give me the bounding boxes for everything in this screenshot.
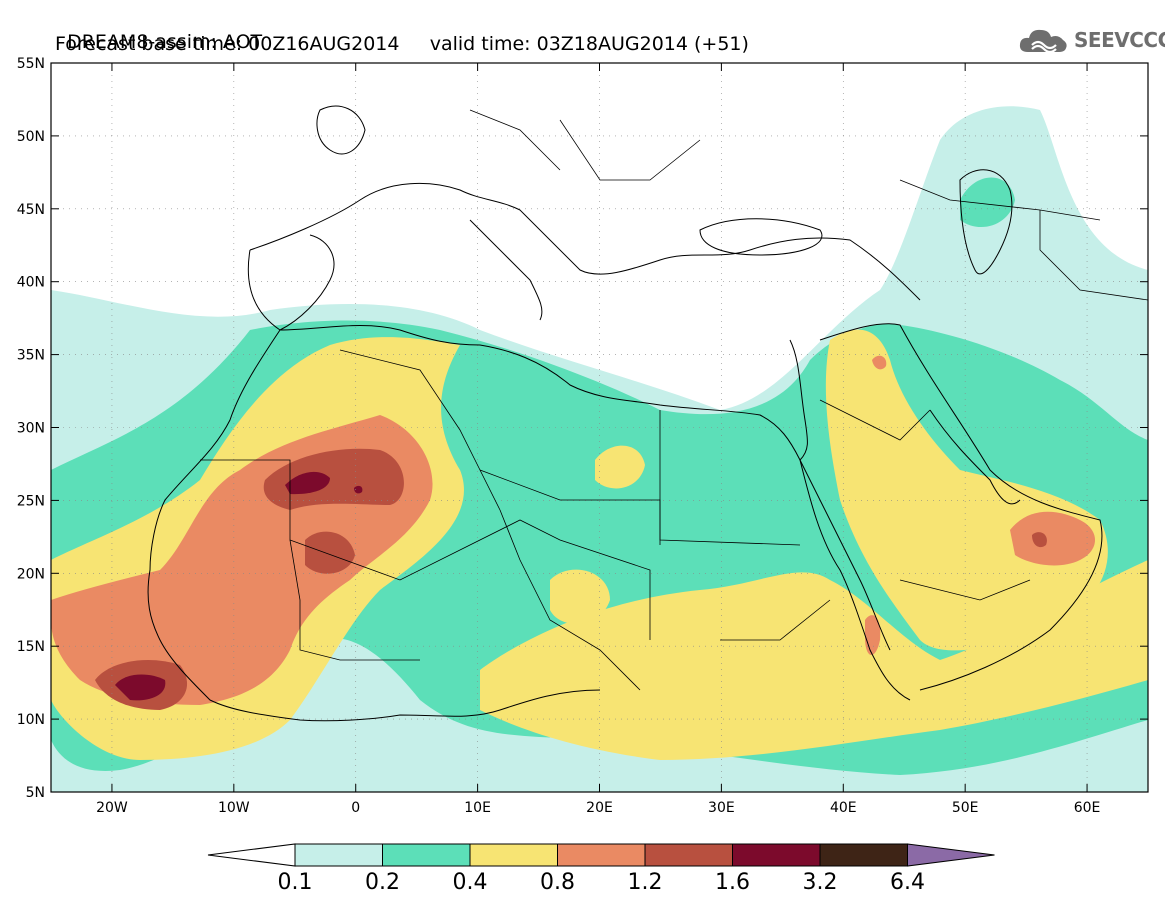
colorbar-high-arrow [907,843,995,867]
lat-tick-label: 20N [17,566,45,582]
lat-tick-label: 40N [17,275,45,291]
aot-contour-1.6-dot [354,485,363,494]
forecast-base-time: Forecast base time: 00Z16AUG2014 [55,33,400,55]
colorbar-level-label: 3.2 [803,870,838,895]
colorbar-swatch [469,843,558,867]
axis-ticks: 20W 10W 0 10E 20E 30E 40E 50E 60E 5N 10N 15N 20N 25N 3… [17,56,1148,816]
lon-tick-label: 30E [708,800,735,816]
lat-tick-label: 50N [17,129,45,145]
lat-tick-label: 25N [17,493,45,509]
coastline-west-africa [147,329,601,722]
colorbar-swatch [644,843,733,867]
coastline-italy [469,219,543,321]
aot-contour-1.2-mali [305,531,355,574]
lat-tick-label: 55N [17,56,45,72]
aot-contour-1.6-senegal [115,674,166,701]
lon-tick-label: 10E [464,800,491,816]
colorbar-level-label: 0.1 [278,870,313,895]
lon-tick-label: 0 [351,800,360,816]
aot-contour-0.8-iraq [872,355,887,370]
colorbar-swatch [557,843,646,867]
coastline-black-sea [699,218,823,256]
lon-tick-label: 50E [952,800,979,816]
country-borders [200,109,1148,691]
aot-contour-0.4-chad [550,569,610,624]
colorbar-low-arrow [207,843,296,867]
colorbar: 0.1 0.2 0.4 0.8 1.2 1.6 3.2 6.4 [207,843,995,895]
coastline-north-africa [279,325,911,701]
coastlines [147,105,1103,722]
aot-contour-0.4-libya [595,445,645,489]
seevccc-logo: SEEVCCC [1018,26,1165,54]
aot-contour-1.2 [263,448,404,510]
colorbar-swatch [819,843,908,867]
colorbar-level-label: 1.2 [628,870,663,895]
colorbar-swatch [382,843,471,867]
colorbar-level-label: 1.6 [715,870,750,895]
colorbar-level-label: 6.4 [890,870,925,895]
coastline-arabia [819,323,1103,691]
lat-tick-label: 10N [17,712,45,728]
coastline-gulf [929,409,1021,505]
coastline-caspian [959,169,1013,275]
colorbar-level-label: 0.8 [540,870,575,895]
lat-tick-label: 35N [17,348,45,364]
lon-tick-label: 60E [1074,800,1101,816]
coastline-british-isles [316,105,366,155]
colorbar-swatch [294,843,383,867]
coastline-red-sea [799,459,891,651]
aot-contour-0.1-atlantic [70,317,122,346]
aot-contour-1.6 [285,471,330,495]
coastline-levant [789,339,808,461]
map-subtitle: Forecast base time: 00Z16AUG2014 valid t… [55,33,749,55]
aot-contour-0.2-caspian [960,177,1015,228]
lat-tick-label: 30N [17,421,45,437]
lon-tick-label: 20W [96,800,128,816]
aot-contour-0.4-arabia [825,329,1108,651]
colorbar-level-label: 0.4 [453,870,488,895]
map-title: DREAM8-assim: AOT [67,31,263,53]
colorbar-swatch [732,843,821,867]
cloud-icon [1019,29,1067,54]
colorbar-level-label: 0.2 [365,870,400,895]
valid-time: valid time: 03Z18AUG2014 (+51) [429,33,749,55]
aot-contour-0.8-oman [1010,511,1095,566]
lon-tick-label: 40E [830,800,857,816]
lat-tick-label: 15N [17,639,45,655]
aot-field [51,63,1148,792]
coastline-iberia [247,234,335,331]
coastline-europe [249,183,921,301]
lat-tick-label: 45N [17,202,45,218]
logo-text: SEEVCCC [1074,28,1165,52]
lon-tick-label: 20E [586,800,613,816]
lon-tick-label: 10W [218,800,250,816]
aot-contour-1.2-oman [1032,532,1047,548]
aot-contour-0.4-sahel [480,560,1148,760]
lat-tick-label: 5N [26,785,45,801]
